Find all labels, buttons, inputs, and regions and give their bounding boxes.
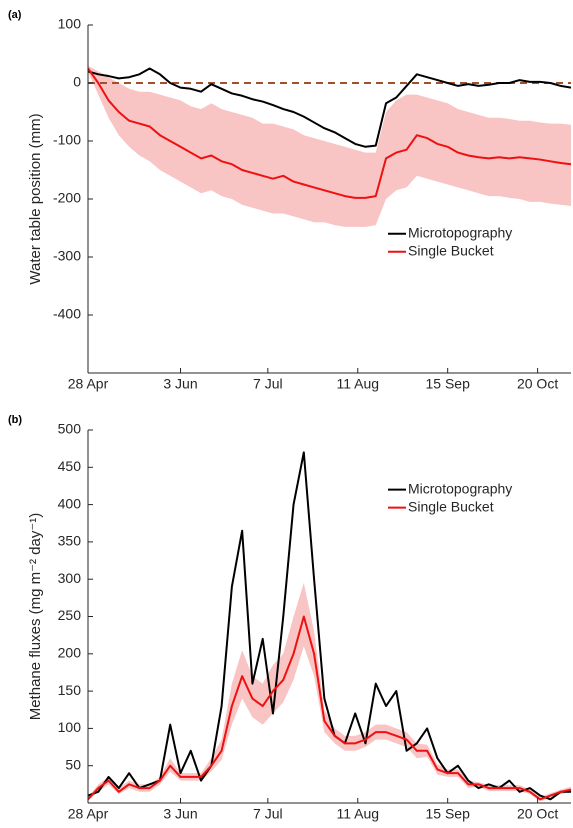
y-axis-label: Water table position (mm)	[27, 113, 44, 284]
panel: (a) Water table position (mm) -400 -300 -200…	[8, 9, 572, 392]
y-tick-label: 350	[58, 533, 82, 549]
x-tick-label: 7 Jul	[253, 376, 283, 392]
x-tick-label: 11 Aug	[336, 806, 379, 822]
y-tick-label: 100	[58, 719, 82, 735]
data-line	[87, 67, 572, 148]
y-tick-label: 100	[58, 16, 82, 32]
x-tick-label: 3 Jun	[163, 376, 197, 392]
x-tick-label: 28 Apr	[68, 376, 109, 392]
panel: (b) Methane fluxes (mg m⁻² day⁻¹) 50 100 150…	[8, 414, 572, 822]
x-tick-label: 11 Aug	[336, 376, 379, 392]
y-axis-label: Methane fluxes (mg m⁻² day⁻¹)	[27, 513, 44, 721]
y-tick-label: 500	[58, 421, 82, 437]
y-tick-label: 50	[65, 756, 81, 772]
y-tick-label: -200	[53, 190, 81, 206]
data-line	[87, 451, 571, 801]
y-tick-label: 0	[73, 74, 81, 90]
legend-label: Single Bucket	[408, 243, 494, 259]
y-tick-label: 400	[58, 495, 82, 511]
x-tick-label: 15 Sep	[425, 376, 470, 392]
uncertainty-band	[88, 65, 571, 227]
x-tick-label: 15 Sep	[425, 806, 470, 822]
y-tick-label: -300	[53, 248, 81, 264]
x-tick-label: 7 Jul	[253, 806, 283, 822]
uncertainty-band	[88, 582, 571, 802]
legend-label: Single Bucket	[408, 498, 494, 514]
y-tick-label: 300	[58, 570, 82, 586]
y-tick-label: -100	[53, 132, 81, 148]
y-tick-label: 450	[58, 458, 82, 474]
legend-label: Microtopography	[408, 480, 512, 496]
x-tick-label: 20 Oct	[517, 806, 558, 822]
data-line	[87, 615, 572, 801]
legend-label: Microtopography	[408, 225, 512, 241]
y-tick-label: 150	[58, 682, 82, 698]
y-tick-label: 250	[58, 607, 82, 623]
x-tick-label: 20 Oct	[517, 376, 558, 392]
panel-label: (b)	[8, 414, 22, 426]
panel-label: (a)	[8, 9, 22, 21]
y-tick-label: -400	[53, 306, 81, 322]
x-tick-label: 3 Jun	[163, 806, 197, 822]
y-tick-label: 200	[58, 645, 82, 661]
data-line	[87, 67, 572, 199]
x-tick-label: 28 Apr	[68, 806, 109, 822]
